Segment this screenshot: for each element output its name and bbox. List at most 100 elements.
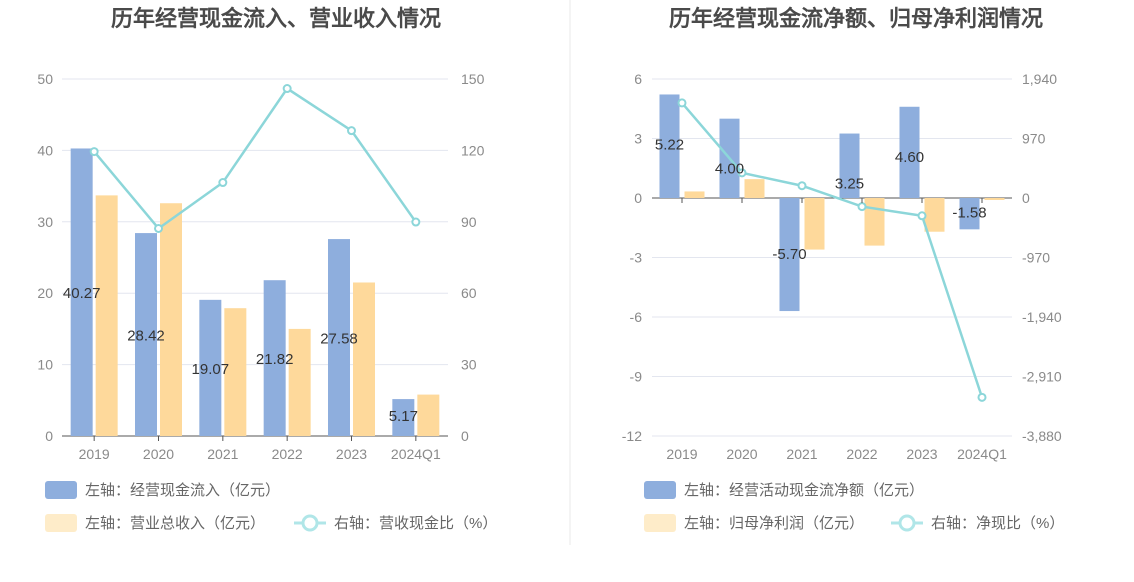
bar-series-a xyxy=(392,399,415,436)
line-point xyxy=(411,217,421,227)
bar-data-label: 28.42 xyxy=(127,328,165,345)
bar-data-label: 40.27 xyxy=(63,285,101,302)
bar-data-label: 4.60 xyxy=(895,149,924,166)
legend-swatch-bar-b xyxy=(45,514,77,532)
bar-data-label: 27.58 xyxy=(320,331,358,348)
legend-label: 左轴：归母净利润（亿元） xyxy=(684,515,864,532)
y-left-tick-label: 6 xyxy=(634,71,642,87)
x-tick-label: 2024Q1 xyxy=(391,446,441,462)
line-point xyxy=(737,168,747,178)
bar-series-a xyxy=(328,239,350,436)
y-left-tick-label: 40 xyxy=(37,142,53,158)
y-left-tick-label: -12 xyxy=(622,428,642,444)
x-tick-label: 2019 xyxy=(79,446,110,462)
bar-data-label: -1.58 xyxy=(952,204,986,221)
bar-series-b xyxy=(95,195,118,436)
y-right-tick-label: 30 xyxy=(461,357,477,373)
line-point xyxy=(282,84,292,94)
x-tick-label: 2023 xyxy=(336,446,367,462)
line-series xyxy=(681,102,984,398)
y-right-tick-label: 120 xyxy=(461,142,485,158)
bar-series-a xyxy=(135,233,157,436)
x-tick-label: 2021 xyxy=(207,446,238,462)
chart-title: 历年经营现金流入、营业收入情况 xyxy=(111,6,441,31)
legend: 左轴：经营活动现金流净额（亿元） 左轴：归母净利润（亿元） 右轴：净现比（%） xyxy=(644,481,1064,532)
bar-data-label: 21.82 xyxy=(256,351,294,368)
y-right-tick-label: 150 xyxy=(461,71,485,87)
y-right-tick-label: 90 xyxy=(461,214,477,230)
y-right-tick-label: -2,910 xyxy=(1022,369,1062,385)
bar-series-a xyxy=(779,198,800,312)
bar-data-label: 5.17 xyxy=(389,408,418,425)
line-series xyxy=(93,86,417,231)
bar-data-label: 19.07 xyxy=(192,361,230,378)
y-right-tick-label: 970 xyxy=(1022,131,1046,147)
y-left-tick-label: 3 xyxy=(634,131,642,147)
y-right-tick-label: 1,940 xyxy=(1022,71,1057,87)
bar-series-a xyxy=(839,133,860,198)
y-left-tick-label: 10 xyxy=(37,357,53,373)
bar-series-b xyxy=(804,198,825,250)
x-tick-label: 2020 xyxy=(143,446,174,462)
y-left-tick-label: 20 xyxy=(37,285,53,301)
bar-series-a xyxy=(899,106,920,198)
bar-series-b xyxy=(864,198,885,246)
bar-series-b xyxy=(684,191,705,198)
y-left-tick-label: -6 xyxy=(630,309,643,325)
legend-swatch-bar-a xyxy=(45,481,77,499)
y-left-tick-label: -9 xyxy=(630,369,643,385)
legend: 左轴：经营现金流入（亿元） 左轴：营业总收入（亿元） 右轴：营收现金比（%） xyxy=(45,481,497,532)
chart-netcashflow-profit: 历年经营现金流净额、归母净利润情况 -12 -9 -6 -3 0 3 6 -3,880 -2,… xyxy=(622,6,1064,532)
bar-series-b xyxy=(224,308,247,436)
legend-label: 左轴：营业总收入（亿元） xyxy=(85,515,265,532)
bar-series-a xyxy=(199,299,222,436)
bar-series-b xyxy=(288,328,311,436)
bar-series-b xyxy=(353,282,375,436)
chart-cashflow-revenue: 历年经营现金流入、营业收入情况 0 10 20 30 40 50 0 30 60 90 120 15… xyxy=(37,6,497,532)
y-left-tick-label: 0 xyxy=(45,428,53,444)
bar-series-b xyxy=(984,198,1005,200)
line-point xyxy=(347,126,356,136)
bar-series-b xyxy=(924,198,945,232)
y-right-tick-label: -3,880 xyxy=(1022,428,1062,444)
x-tick-label: 2024Q1 xyxy=(957,446,1007,462)
bar-series-b xyxy=(160,203,182,436)
x-tick-label: 2019 xyxy=(666,446,697,462)
line-point xyxy=(917,211,927,221)
y-left-tick-label: 50 xyxy=(37,71,53,87)
line-point xyxy=(857,202,867,212)
chart-title: 历年经营现金流净额、归母净利润情况 xyxy=(669,6,1043,31)
line-point xyxy=(977,392,987,402)
bar-series-b xyxy=(417,394,440,436)
legend-label: 右轴：净现比（%） xyxy=(931,515,1064,532)
y-left-tick-label: 0 xyxy=(634,190,642,206)
bar-series-a xyxy=(70,148,93,436)
legend-swatch-bar-a xyxy=(644,481,676,499)
y-right-tick-label: 0 xyxy=(461,428,469,444)
bar-data-label: 4.00 xyxy=(715,161,744,178)
bar-series-a xyxy=(659,94,680,198)
x-tick-label: 2021 xyxy=(786,446,817,462)
y-left-tick-label: 30 xyxy=(37,214,53,230)
legend-marker-icon xyxy=(898,514,916,532)
bar-series-a xyxy=(959,198,980,230)
legend-label: 左轴：经营活动现金流净额（亿元） xyxy=(684,482,924,499)
x-tick-label: 2020 xyxy=(726,446,757,462)
legend-swatch-bar-b xyxy=(644,514,676,532)
line-point xyxy=(677,98,687,108)
bar-data-label: 3.25 xyxy=(835,176,864,193)
y-right-tick-label: -1,940 xyxy=(1022,309,1062,325)
line-point xyxy=(89,147,99,157)
legend-marker-icon xyxy=(301,514,319,532)
bar-series-a xyxy=(263,280,286,436)
y-left-tick-label: -3 xyxy=(630,250,643,266)
y-right-tick-label: -970 xyxy=(1022,250,1050,266)
y-right-tick-label: 0 xyxy=(1022,190,1030,206)
bar-data-label: -5.70 xyxy=(772,246,806,263)
y-right-tick-label: 60 xyxy=(461,285,477,301)
line-point xyxy=(154,223,163,233)
x-tick-label: 2022 xyxy=(846,446,877,462)
line-point xyxy=(797,181,807,191)
